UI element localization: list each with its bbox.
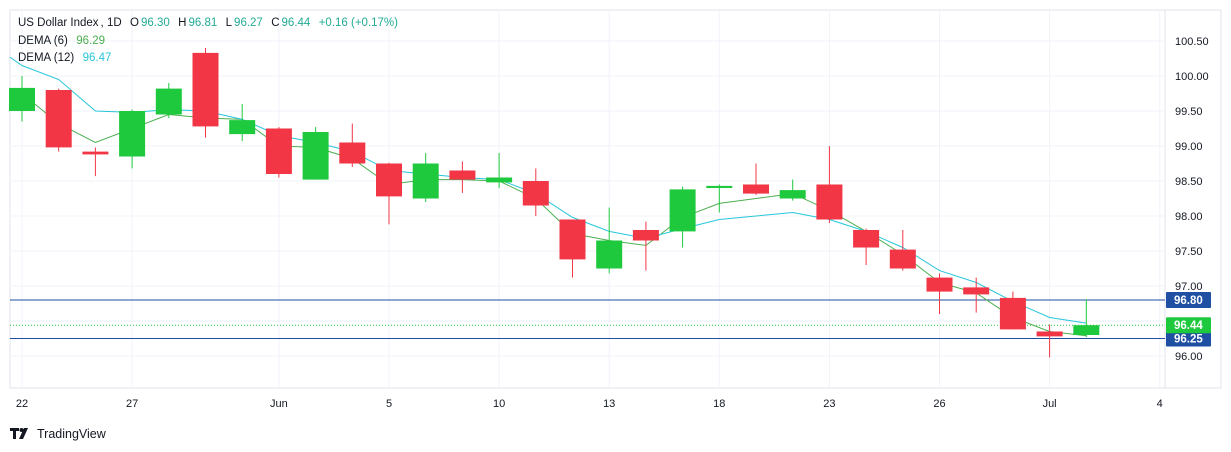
chart-frame xyxy=(9,9,1222,389)
change-value: +0.16 (+0.17%) xyxy=(318,17,398,29)
interval: 1D xyxy=(106,17,122,29)
candle-up[interactable] xyxy=(669,189,696,232)
candle-down[interactable] xyxy=(192,52,219,127)
candle-down[interactable] xyxy=(926,277,953,292)
candle-up[interactable] xyxy=(596,240,623,269)
candle-up[interactable] xyxy=(9,87,35,111)
dema-6-line[interactable] xyxy=(21,93,1087,337)
candle-down[interactable] xyxy=(339,142,366,164)
candle-up[interactable] xyxy=(119,111,146,157)
symbol-name: US Dollar Index xyxy=(18,17,99,29)
brand-name: TradingView xyxy=(37,427,106,441)
x-tick-label: 26 xyxy=(933,398,945,410)
x-tick-label: 27 xyxy=(126,398,138,410)
candle-up[interactable] xyxy=(486,177,513,183)
hline-price-label-bg xyxy=(1166,292,1211,308)
candle-up[interactable] xyxy=(779,190,806,199)
x-tick-label: 23 xyxy=(823,398,835,410)
tradingview-logo[interactable]: TradingView xyxy=(10,427,106,441)
candle-down[interactable] xyxy=(999,297,1026,330)
hline-price-label: 96.80 xyxy=(1174,295,1203,307)
candle-up[interactable] xyxy=(302,132,329,180)
indicator-dema12-label: DEMA (12) xyxy=(18,52,75,64)
x-tick-label: 22 xyxy=(16,398,28,410)
candle-down[interactable] xyxy=(889,249,916,269)
y-tick-label: 97.00 xyxy=(1175,281,1203,293)
last-price-label: 96.44 xyxy=(1174,320,1203,332)
candle-down[interactable] xyxy=(559,219,586,260)
last-price-label-bg xyxy=(1166,317,1211,334)
candle-down[interactable] xyxy=(376,163,402,197)
candle-down[interactable] xyxy=(632,230,659,241)
indicator-dema6[interactable]: DEMA (6) 96.29 xyxy=(18,35,107,47)
candle-up[interactable] xyxy=(706,185,733,188)
candle-down[interactable] xyxy=(45,90,72,148)
tradingview-icon xyxy=(10,428,28,439)
hline-price-label-bg xyxy=(1166,330,1211,347)
x-tick-label: 13 xyxy=(603,398,615,410)
candle-down[interactable] xyxy=(265,128,292,175)
candle-up[interactable] xyxy=(412,163,439,199)
x-tick-label: 4 xyxy=(1157,398,1163,410)
candle-down[interactable] xyxy=(853,230,880,248)
candle-down[interactable] xyxy=(963,287,990,295)
candle-up[interactable] xyxy=(155,88,182,115)
x-tick-label: 10 xyxy=(493,398,505,410)
open-value: 96.30 xyxy=(140,17,170,29)
hline-price-label: 96.25 xyxy=(1174,334,1203,346)
y-tick-label: 100.00 xyxy=(1175,71,1209,83)
indicator-dema12[interactable]: DEMA (12) 96.47 xyxy=(18,52,113,64)
low-label: L xyxy=(225,17,233,29)
close-label: C xyxy=(271,17,280,29)
y-tick-label: 97.50 xyxy=(1175,246,1203,258)
candle-down[interactable] xyxy=(82,151,109,155)
indicator-dema6-label: DEMA (6) xyxy=(18,35,68,47)
x-tick-label: 18 xyxy=(713,398,725,410)
candle-down[interactable] xyxy=(522,181,549,206)
x-tick-label: 5 xyxy=(386,398,392,410)
indicator-dema12-value: 96.47 xyxy=(82,52,112,64)
indicator-dema6-value: 96.29 xyxy=(76,35,106,47)
candle-up[interactable] xyxy=(229,120,256,135)
candle-down[interactable] xyxy=(816,184,843,220)
y-tick-label: 96.00 xyxy=(1175,351,1203,363)
close-value: 96.44 xyxy=(281,17,311,29)
x-tick-label: Jun xyxy=(270,398,288,410)
x-tick-label: Jul xyxy=(1043,398,1057,410)
candle-up[interactable] xyxy=(1073,325,1100,335)
y-tick-label: 98.50 xyxy=(1175,176,1203,188)
candle-down[interactable] xyxy=(743,184,769,194)
chart-header: US Dollar Index, 1D O 96.30 H 96.81 L 96.27… xyxy=(18,17,398,29)
high-label: H xyxy=(178,17,187,29)
open-label: O xyxy=(130,17,139,29)
low-value: 96.27 xyxy=(234,17,263,29)
high-value: 96.81 xyxy=(188,17,218,29)
y-tick-label: 98.00 xyxy=(1175,211,1203,223)
y-tick-label: 99.50 xyxy=(1175,106,1203,118)
y-tick-label: 100.50 xyxy=(1175,36,1209,48)
candle-down[interactable] xyxy=(1036,331,1063,337)
candle-down[interactable] xyxy=(449,170,476,180)
y-tick-label: 99.00 xyxy=(1175,141,1203,153)
